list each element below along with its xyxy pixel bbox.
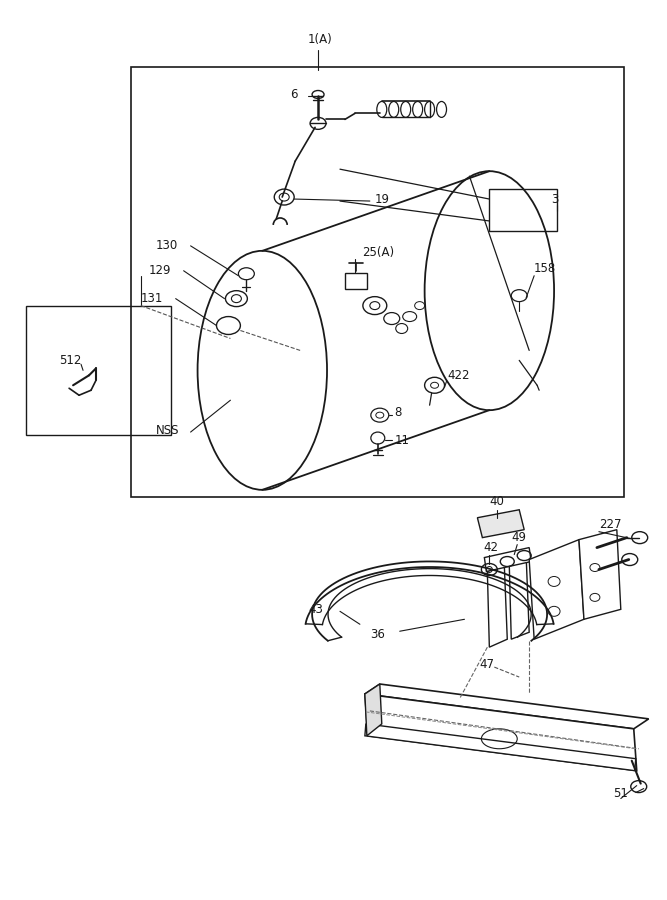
Polygon shape (579, 530, 621, 619)
Polygon shape (365, 684, 649, 729)
Text: 40: 40 (490, 495, 504, 508)
Text: NSS: NSS (155, 424, 179, 436)
Ellipse shape (279, 194, 289, 201)
Text: 1(A): 1(A) (308, 33, 333, 46)
Text: 51: 51 (613, 788, 628, 800)
Text: 422: 422 (448, 369, 470, 382)
Polygon shape (365, 724, 636, 770)
Text: 47: 47 (480, 658, 494, 670)
Polygon shape (478, 509, 524, 537)
Text: 25(A): 25(A) (362, 247, 394, 259)
Polygon shape (365, 684, 382, 736)
Text: 512: 512 (59, 354, 81, 367)
Text: 42: 42 (484, 541, 498, 554)
Text: 129: 129 (149, 265, 171, 277)
Bar (26, 306, 171, 435)
Text: 49: 49 (512, 531, 526, 544)
Text: 36: 36 (370, 627, 385, 641)
Polygon shape (365, 694, 637, 770)
Text: 43: 43 (308, 603, 323, 616)
Polygon shape (484, 547, 531, 572)
Bar (131, 67, 624, 497)
Text: 227: 227 (599, 518, 622, 531)
Bar (345, 273, 367, 289)
Text: 3: 3 (551, 193, 558, 205)
Text: 6: 6 (290, 88, 297, 101)
Text: 11: 11 (395, 434, 410, 446)
Text: 19: 19 (375, 193, 390, 205)
Text: 131: 131 (141, 292, 163, 305)
Polygon shape (529, 540, 584, 639)
Polygon shape (488, 564, 508, 647)
Bar (490, 189, 557, 231)
Text: 158: 158 (534, 262, 556, 275)
Polygon shape (510, 558, 529, 639)
Text: 130: 130 (155, 239, 178, 252)
Text: 8: 8 (395, 406, 402, 419)
